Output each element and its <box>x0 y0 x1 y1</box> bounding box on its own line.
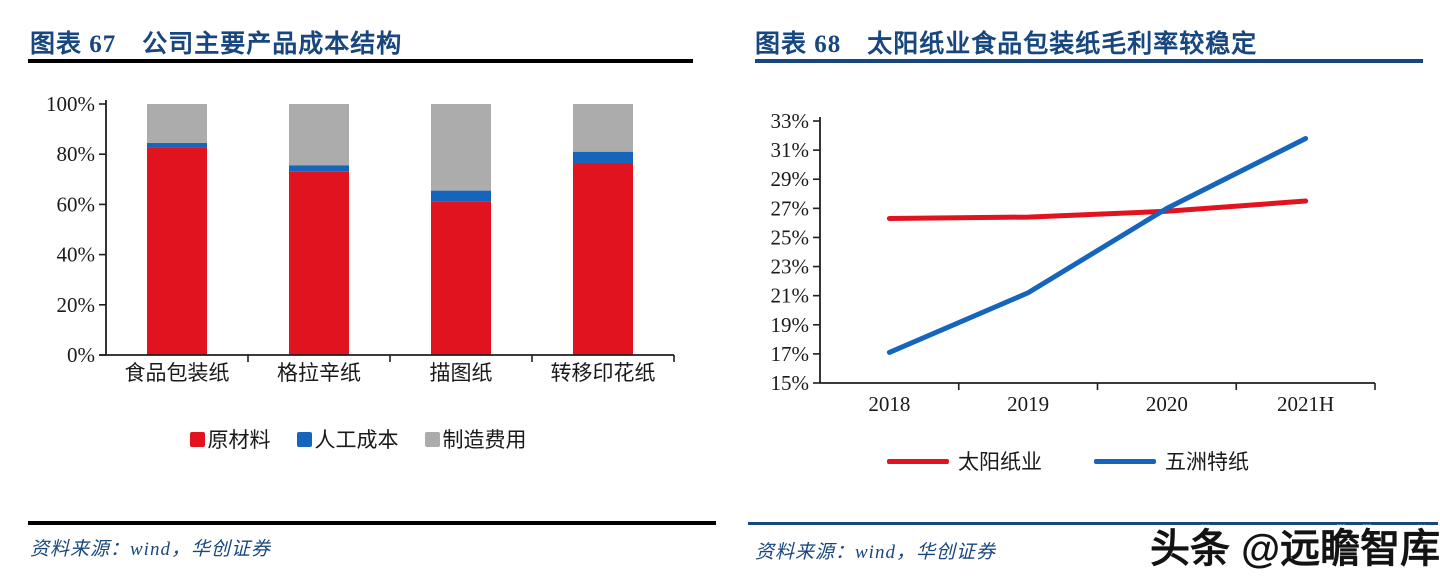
legend-square-swatch <box>424 431 440 447</box>
legend-item-制造费用: 制造费用 <box>424 424 527 454</box>
line-series-五洲特纸 <box>886 135 1309 355</box>
bar-segment-原材料 <box>431 201 491 355</box>
left-bottom-rule <box>28 521 716 525</box>
bar-segment-人工成本 <box>147 142 207 148</box>
line-ytick-label: 31% <box>771 138 810 162</box>
legend-label: 制造费用 <box>442 428 527 452</box>
line-ytick-label: 33% <box>771 109 810 133</box>
right-chart-title: 图表 68 太阳纸业食品包装纸毛利率较稳定 <box>755 31 1258 58</box>
line-xtick-label: 2020 <box>1146 392 1188 416</box>
bar-ytick-label: 0% <box>67 343 95 367</box>
bar-segment-人工成本 <box>289 165 349 172</box>
bar-xtick-label: 转移印花纸 <box>551 361 656 385</box>
legend-label: 原材料 <box>207 428 271 452</box>
line-series-太阳纸业 <box>886 198 1309 222</box>
bar-segment-制造费用 <box>431 104 491 191</box>
left-source-note: 资料来源：wind，华创证券 <box>30 539 271 560</box>
legend-item-原材料: 原材料 <box>189 424 271 454</box>
bar-ytick-label: 40% <box>57 243 96 267</box>
legend-label: 人工成本 <box>314 428 399 452</box>
stacked-bar-chart: 0% 20% 40% 60% 80% 100% 食品包装纸 格拉辛纸 描图纸 转移印花纸 <box>46 92 675 385</box>
line-ytick-label: 23% <box>771 255 810 279</box>
bar-xtick-label: 食品包装纸 <box>125 361 230 385</box>
line-ytick-label: 15% <box>771 371 810 395</box>
bar-xtick-label: 描图纸 <box>430 361 493 385</box>
line-xtick-label: 2021H <box>1277 392 1334 416</box>
bar-xtick-label: 格拉辛纸 <box>277 361 361 385</box>
bar-segment-制造费用 <box>147 104 207 143</box>
bar-segment-制造费用 <box>573 104 633 152</box>
line-ytick-label: 25% <box>771 225 810 249</box>
bar-segment-原材料 <box>147 147 207 355</box>
legend-label: 五洲特纸 <box>1165 450 1249 474</box>
line-chart-legend: 太阳纸业 五洲特纸 <box>748 446 1388 476</box>
line-ytick-label: 21% <box>771 284 810 308</box>
right-bottom-rule <box>748 522 1438 525</box>
line-ytick-label: 19% <box>771 313 810 337</box>
line-ytick-label: 29% <box>771 167 810 191</box>
left-chart-title: 图表 67 公司主要产品成本结构 <box>30 31 403 58</box>
bar-ytick-label: 60% <box>57 192 96 216</box>
right-title-rule <box>755 59 1423 63</box>
bar-segment-原材料 <box>573 162 633 355</box>
line-ytick-label: 17% <box>771 342 810 366</box>
legend-item-太阳纸业: 太阳纸业 <box>887 446 1042 476</box>
bar-segment-原材料 <box>289 171 349 355</box>
legend-label: 太阳纸业 <box>958 450 1042 474</box>
bar-ytick-label: 100% <box>46 92 95 116</box>
bar-segment-人工成本 <box>431 190 491 202</box>
line-ytick-label: 27% <box>771 196 810 220</box>
bar-ytick-label: 80% <box>57 142 96 166</box>
legend-line-swatch <box>1094 458 1156 464</box>
legend-item-人工成本: 人工成本 <box>296 424 399 454</box>
line-xtick-label: 2018 <box>868 392 910 416</box>
bar-segment-制造费用 <box>289 104 349 166</box>
legend-square-swatch <box>296 431 312 447</box>
left-title-rule <box>28 59 693 63</box>
legend-square-swatch <box>189 431 205 447</box>
right-source-note: 资料来源：wind，华创证券 <box>755 542 996 563</box>
line-xtick-label: 2019 <box>1007 392 1049 416</box>
line-chart: 15% 17% 19% 21% 23% 25% 27% 29% 31% 33% 2018 2019 20… <box>771 109 1376 416</box>
bar-chart-legend: 原材料 人工成本 制造费用 <box>28 424 688 454</box>
bar-ytick-label: 20% <box>57 293 96 317</box>
legend-line-swatch <box>887 458 949 464</box>
watermark: 头条 @远瞻智库 <box>1150 527 1440 571</box>
legend-item-五洲特纸: 五洲特纸 <box>1094 446 1249 476</box>
bar-segment-人工成本 <box>573 151 633 163</box>
